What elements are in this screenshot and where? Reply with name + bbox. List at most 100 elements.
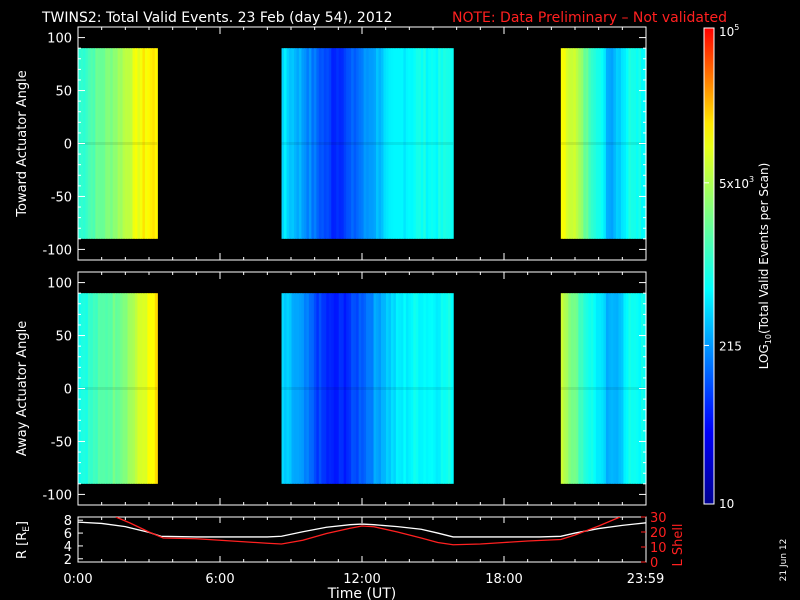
l-shell-tick-label: 10: [650, 541, 667, 556]
heatmap-column: [139, 293, 144, 484]
heatmap-column: [358, 293, 362, 484]
heatmap-column: [608, 293, 612, 484]
heatmap-column: [361, 48, 365, 239]
heatmap-column: [585, 48, 589, 239]
heatmap-column: [115, 48, 119, 239]
heatmap-column: [405, 293, 409, 484]
heatmap-column: [430, 48, 434, 239]
date-stamp: 21 Jun 12: [779, 539, 789, 582]
y-tick-label: -50: [51, 190, 72, 205]
heatmap-column: [147, 48, 151, 239]
heatmap-column: [110, 48, 114, 239]
toward-angle-ylabel: Toward Actuator Angle: [15, 70, 30, 217]
heatmap-column: [393, 293, 397, 484]
heatmap-column: [583, 48, 587, 239]
heatmap-column: [371, 293, 375, 484]
heatmap-column: [366, 48, 370, 239]
heatmap-column: [333, 293, 337, 484]
heatmap-column: [318, 293, 322, 484]
heatmap-column: [117, 293, 121, 484]
heatmap-column: [149, 293, 153, 484]
heatmap-column: [149, 48, 153, 239]
heatmap-column: [428, 293, 432, 484]
heatmap-column: [356, 293, 360, 484]
heatmap-column: [580, 293, 584, 484]
heatmap-column: [425, 48, 429, 239]
heatmap-column: [326, 48, 330, 239]
heatmap-column: [603, 48, 607, 239]
heatmap-column: [318, 48, 322, 239]
heatmap-column: [154, 48, 158, 239]
heatmap-column: [87, 293, 91, 484]
heatmap-column: [346, 48, 350, 239]
heatmap-column: [97, 48, 101, 239]
heatmap-column: [107, 293, 111, 484]
heatmap-column: [578, 293, 582, 484]
heatmap-column: [450, 293, 454, 484]
heatmap-column: [142, 293, 146, 484]
heatmap-column: [413, 293, 417, 484]
heatmap-column: [575, 48, 579, 239]
heatmap-column: [90, 293, 94, 484]
heatmap-column: [341, 293, 345, 484]
heatmap-column: [623, 293, 627, 484]
heatmap-column: [286, 293, 290, 484]
heatmap-column: [366, 293, 370, 484]
heatmap-column: [152, 48, 156, 239]
heatmap-column: [383, 293, 387, 484]
heatmap-column: [438, 293, 442, 484]
heatmap-column: [326, 293, 330, 484]
heatmap-column: [338, 48, 342, 239]
heatmap-column: [376, 48, 380, 239]
heatmap-column: [331, 293, 335, 484]
heatmap-column: [120, 48, 124, 239]
heatmap-column: [120, 293, 124, 484]
heatmap-column: [385, 48, 390, 239]
heatmap-column: [368, 293, 372, 484]
away-angle-panel: -100 -50 0 50 100 Away Actuator Angle: [15, 271, 647, 506]
heatmap-column: [313, 293, 317, 484]
heatmap-column: [400, 48, 404, 239]
l-shell-tick-label: 0: [650, 556, 658, 571]
heatmap-column: [568, 293, 572, 484]
heatmap-column: [440, 293, 444, 484]
heatmap-column: [331, 48, 335, 239]
heatmap-column: [420, 48, 424, 239]
r-distance-line: [78, 521, 646, 538]
heatmap-column: [388, 293, 392, 484]
heatmap-column: [112, 293, 116, 484]
heatmap-column: [448, 293, 452, 484]
heatmap-column: [97, 293, 101, 484]
y-tick-label: -100: [42, 243, 72, 258]
heatmap-column: [125, 293, 129, 484]
heatmap-column: [368, 48, 372, 239]
heatmap-column: [570, 293, 574, 484]
heatmap-column: [328, 293, 332, 484]
x-tick-label: 18:00: [485, 572, 522, 587]
heatmap-column: [311, 48, 315, 239]
heatmap-column: [127, 48, 131, 239]
heatmap-column: [373, 293, 377, 484]
heatmap-column: [102, 48, 106, 239]
colorbar-tick-label: 105: [719, 23, 739, 39]
heatmap-column: [303, 48, 307, 239]
heatmap-column: [306, 48, 310, 239]
heatmap-column: [137, 293, 141, 484]
heatmap-column: [284, 48, 288, 239]
heatmap-column: [144, 48, 148, 239]
x-tick-label: 0:00: [63, 572, 92, 587]
heatmap-column: [363, 293, 367, 484]
heatmap-column: [378, 48, 382, 239]
heatmap-column: [356, 48, 360, 239]
x-tick-label: 23:59: [627, 572, 664, 587]
heatmap-column: [585, 293, 589, 484]
heatmap-column: [353, 48, 357, 239]
heatmap-column: [433, 293, 437, 484]
r-tick-label: 4: [64, 540, 72, 555]
heatmap-column: [440, 48, 444, 239]
heatmap-column: [284, 293, 288, 484]
colorbar-tick-sup: 5: [734, 23, 739, 32]
heatmap-column: [351, 293, 355, 484]
heatmap-column: [610, 48, 615, 239]
